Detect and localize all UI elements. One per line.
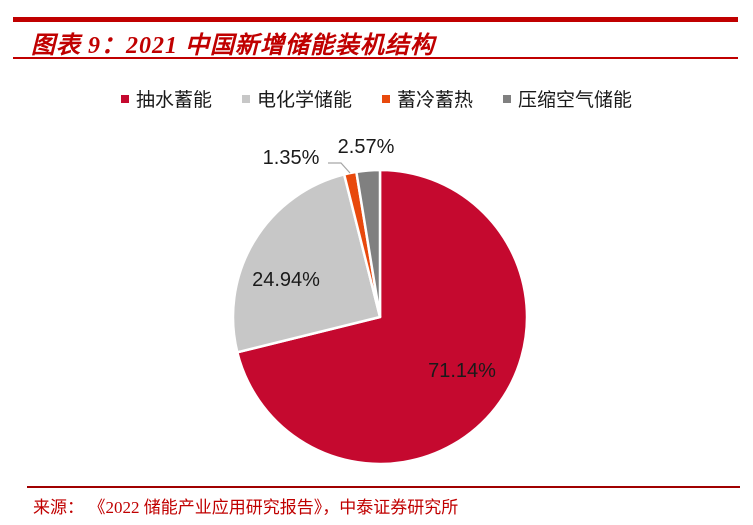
legend-swatch-icon (503, 94, 512, 103)
source-text: 《2022 储能产业应用研究报告》，中泰证券研究所 (97, 498, 459, 517)
pie-data-label: 71.14% (428, 360, 496, 382)
footer-divider (27, 486, 740, 488)
legend-item-label: 蓄冷蓄热 (397, 90, 474, 111)
legend-item: 抽水蓄能 (120, 85, 212, 112)
legend-swatch-icon (120, 94, 129, 103)
legend-item-label: 压缩空气储能 (518, 90, 633, 111)
source-label: 来源： (33, 498, 84, 517)
legend-item-label: 电化学储能 (256, 90, 352, 111)
legend-item: 蓄冷蓄热 (382, 85, 473, 112)
pie-slice (231, 173, 382, 354)
pie-data-label: 24.94% (252, 269, 320, 291)
title-divider (13, 57, 738, 59)
source-line: 来源： 《2022 储能产业应用研究报告》，中泰证券研究所 (33, 493, 458, 518)
pie-data-label: 2.57% (338, 136, 395, 158)
legend: 抽水蓄能 电化学储能 蓄冷蓄热 压缩空气储能 (0, 85, 753, 112)
legend-swatch-icon (241, 94, 250, 103)
label-leader-line (328, 162, 351, 174)
pie-data-label: 1.35% (263, 147, 320, 169)
legend-item: 电化学储能 (241, 85, 352, 112)
pie-slice (236, 168, 529, 466)
chart-title: 图表 9：2021 中国新增储能装机结构 (31, 33, 435, 59)
pie-slice (355, 168, 382, 319)
header-accent-bar (13, 17, 738, 22)
legend-item: 压缩空气储能 (503, 85, 632, 112)
legend-item-label: 抽水蓄能 (135, 90, 212, 111)
legend-swatch-icon (382, 94, 390, 103)
